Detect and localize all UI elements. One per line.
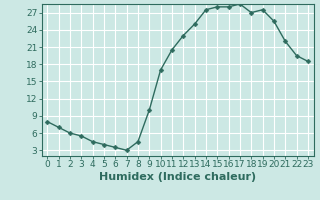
X-axis label: Humidex (Indice chaleur): Humidex (Indice chaleur): [99, 172, 256, 182]
